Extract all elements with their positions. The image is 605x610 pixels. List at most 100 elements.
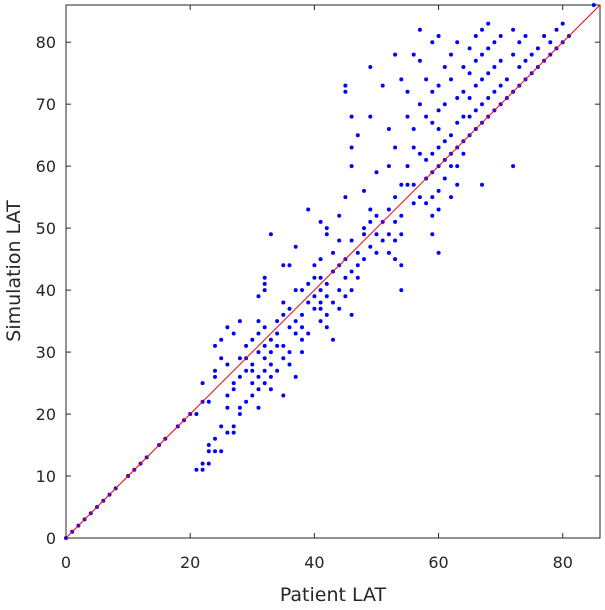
data-point	[430, 232, 435, 237]
data-point	[430, 151, 435, 156]
data-point	[300, 350, 304, 355]
data-point	[343, 89, 348, 94]
data-point	[461, 65, 466, 69]
data-point	[511, 27, 516, 32]
data-point	[542, 34, 547, 38]
data-point	[349, 238, 354, 243]
data-point	[306, 331, 311, 336]
data-point	[324, 325, 329, 330]
data-point	[467, 114, 472, 119]
data-point	[281, 263, 286, 268]
data-point	[486, 71, 491, 76]
data-point	[312, 263, 317, 268]
data-point	[219, 449, 224, 454]
data-point	[237, 374, 242, 379]
data-point	[449, 195, 453, 200]
data-point	[225, 325, 230, 330]
data-point	[467, 71, 472, 76]
data-point	[318, 319, 323, 324]
data-point	[523, 58, 528, 63]
data-point	[331, 250, 335, 255]
data-point	[268, 387, 273, 392]
data-point	[206, 399, 211, 404]
data-point	[225, 393, 230, 398]
data-point	[436, 188, 441, 193]
data-point	[436, 207, 441, 212]
data-point	[411, 182, 416, 187]
data-point	[449, 77, 453, 82]
data-point	[262, 288, 267, 293]
data-point	[480, 102, 484, 107]
data-point	[324, 312, 329, 317]
data-point	[275, 368, 280, 373]
data-point	[256, 331, 261, 336]
data-point	[287, 306, 292, 311]
data-point	[231, 331, 236, 336]
data-point	[231, 424, 236, 429]
data-point	[293, 244, 298, 249]
data-point	[560, 21, 565, 26]
data-point	[337, 288, 342, 293]
data-point	[442, 65, 447, 69]
data-point	[293, 288, 298, 293]
data-point	[318, 219, 323, 224]
data-point	[362, 226, 366, 231]
data-point	[231, 387, 236, 392]
data-point	[498, 58, 503, 63]
data-point	[492, 40, 497, 45]
data-point	[424, 114, 429, 119]
data-point	[417, 151, 422, 156]
data-point	[436, 108, 441, 113]
x-tick-label: 20	[180, 553, 200, 572]
data-point	[275, 319, 280, 324]
data-point	[324, 232, 329, 237]
data-point	[424, 77, 429, 82]
data-point	[393, 238, 398, 243]
data-point	[486, 21, 491, 26]
data-point	[436, 250, 441, 255]
data-point	[417, 27, 422, 32]
data-point	[492, 89, 497, 94]
data-point	[411, 201, 416, 206]
axis-ticks: 0 20 40 60 80 0 10 20 30 40 50 60 70 80	[36, 5, 600, 572]
data-point	[318, 257, 323, 262]
data-point	[237, 319, 242, 324]
data-point	[244, 399, 249, 404]
data-point	[312, 275, 317, 280]
data-point	[256, 319, 261, 324]
data-point	[337, 213, 342, 218]
x-tick-label: 80	[553, 553, 573, 572]
data-point	[368, 244, 373, 249]
data-point	[206, 443, 211, 447]
data-point	[300, 288, 304, 293]
data-point	[473, 34, 478, 38]
data-point	[480, 27, 484, 32]
data-point	[380, 238, 385, 243]
data-point	[262, 368, 267, 373]
data-point	[337, 238, 342, 243]
data-point	[244, 368, 249, 373]
data-point	[268, 374, 273, 379]
data-point	[393, 195, 398, 200]
data-point	[393, 52, 398, 57]
data-point	[461, 89, 466, 94]
data-point	[386, 232, 391, 237]
data-point	[430, 40, 435, 45]
data-point	[368, 219, 373, 224]
data-point	[206, 461, 211, 466]
data-point	[213, 449, 217, 454]
data-point	[200, 381, 205, 386]
y-tick-label: 80	[36, 33, 56, 52]
data-point	[362, 188, 366, 193]
data-point	[393, 145, 398, 150]
data-point	[480, 52, 484, 57]
data-point	[436, 83, 441, 88]
data-point	[324, 281, 329, 286]
x-axis-label: Patient LAT	[280, 584, 387, 606]
data-point	[368, 65, 373, 69]
data-point	[300, 325, 304, 330]
data-point	[262, 325, 267, 330]
data-point	[343, 195, 348, 200]
data-point	[318, 288, 323, 293]
data-point	[324, 226, 329, 231]
